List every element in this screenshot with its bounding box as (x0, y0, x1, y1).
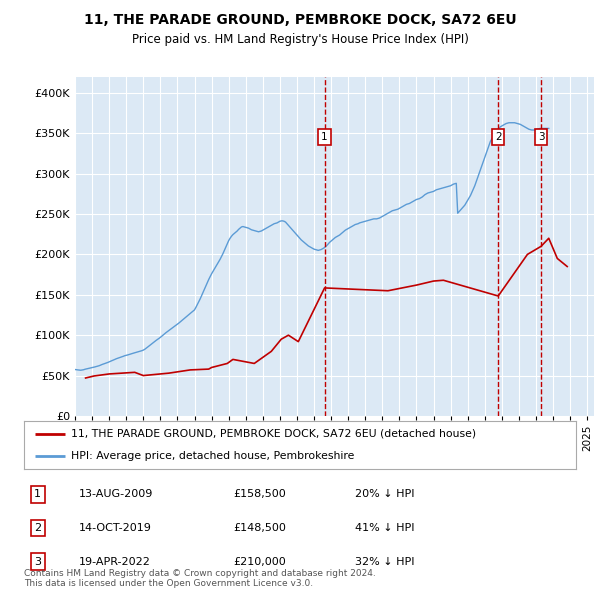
Text: Price paid vs. HM Land Registry's House Price Index (HPI): Price paid vs. HM Land Registry's House … (131, 33, 469, 46)
Text: 2: 2 (495, 132, 502, 142)
Text: 3: 3 (34, 557, 41, 566)
Text: 11, THE PARADE GROUND, PEMBROKE DOCK, SA72 6EU: 11, THE PARADE GROUND, PEMBROKE DOCK, SA… (83, 13, 517, 27)
Text: Contains HM Land Registry data © Crown copyright and database right 2024.
This d: Contains HM Land Registry data © Crown c… (24, 569, 376, 588)
Text: 14-OCT-2019: 14-OCT-2019 (79, 523, 152, 533)
Text: 41% ↓ HPI: 41% ↓ HPI (355, 523, 415, 533)
Text: 1: 1 (34, 490, 41, 499)
Text: £210,000: £210,000 (234, 557, 287, 566)
Text: 1: 1 (321, 132, 328, 142)
Text: £158,500: £158,500 (234, 490, 287, 499)
Text: 19-APR-2022: 19-APR-2022 (79, 557, 151, 566)
Text: 2: 2 (34, 523, 41, 533)
Text: 11, THE PARADE GROUND, PEMBROKE DOCK, SA72 6EU (detached house): 11, THE PARADE GROUND, PEMBROKE DOCK, SA… (71, 429, 476, 439)
Text: £148,500: £148,500 (234, 523, 287, 533)
Text: 13-AUG-2009: 13-AUG-2009 (79, 490, 154, 499)
Text: 32% ↓ HPI: 32% ↓ HPI (355, 557, 415, 566)
Text: 3: 3 (538, 132, 544, 142)
Text: 20% ↓ HPI: 20% ↓ HPI (355, 490, 415, 499)
Text: HPI: Average price, detached house, Pembrokeshire: HPI: Average price, detached house, Pemb… (71, 451, 354, 461)
